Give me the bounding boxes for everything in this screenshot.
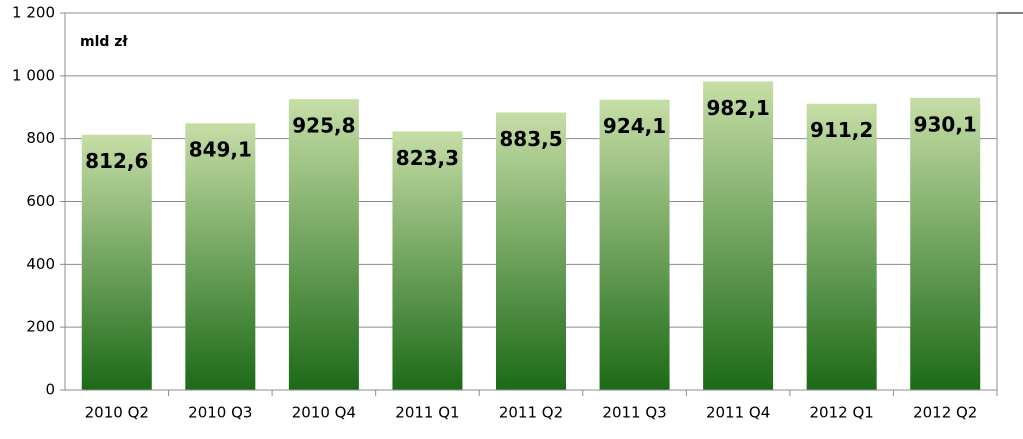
unit-annotation: mld zł [80,34,128,50]
value-label: 925,8 [292,114,355,138]
value-label: 883,5 [499,127,562,151]
bar [185,123,256,390]
y-tick-label: 200 [26,318,55,336]
x-tick-label: 2011 Q1 [395,404,459,422]
y-tick-label: 0 [45,381,55,399]
x-tick-label: 2011 Q3 [602,404,666,422]
y-tick-label: 800 [26,129,55,147]
bar [703,81,774,391]
value-label: 982,1 [706,96,769,120]
value-label: 823,3 [396,146,459,170]
value-label: 849,1 [189,138,252,162]
y-tick-label: 400 [26,255,55,273]
y-tick-label: 600 [26,192,55,210]
bar [806,103,877,391]
value-label: 930,1 [914,112,977,136]
x-tick-label: 2010 Q2 [85,404,149,422]
x-tick-label: 2010 Q4 [292,404,356,422]
x-tick-label: 2012 Q2 [913,404,977,422]
x-tick-label: 2010 Q3 [188,404,252,422]
x-tick-label: 2011 Q4 [706,404,770,422]
bar [910,97,981,391]
x-tick-label: 2011 Q2 [499,404,563,422]
value-label: 911,2 [810,118,873,142]
y-tick-label: 1 200 [12,4,55,22]
value-label: 924,1 [603,114,666,138]
bar [392,131,463,390]
bar [81,134,152,390]
bar [288,99,359,390]
bar [496,112,566,390]
y-tick-label: 1 000 [12,66,55,84]
x-tick-label: 2012 Q1 [810,404,874,422]
value-label: 812,6 [85,149,148,173]
bar [599,99,670,390]
